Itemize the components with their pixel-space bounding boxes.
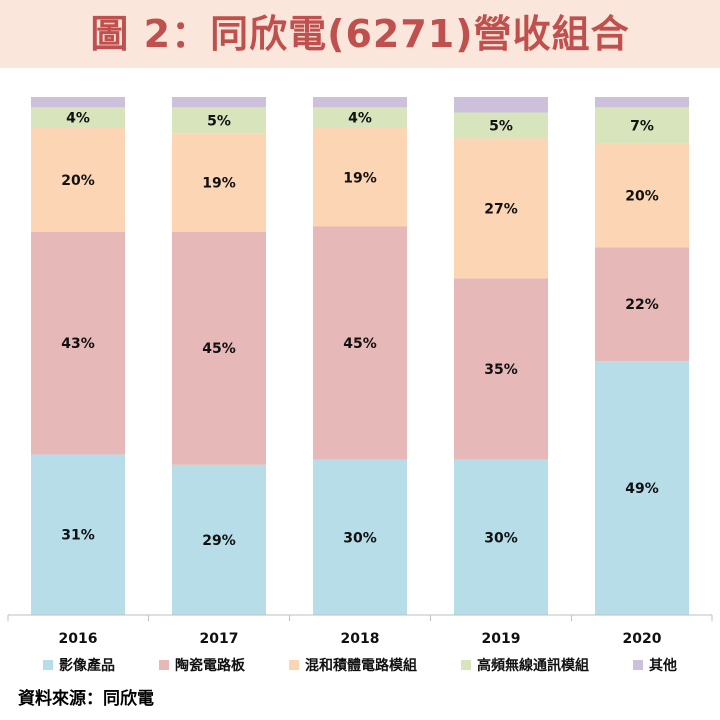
bar-segment [595,247,689,362]
data-label: 31% [61,528,95,544]
data-label: 19% [202,175,236,191]
bar-segment [172,107,266,134]
bar-segment [595,361,689,615]
legend-item: 其他 [633,654,677,676]
data-label: 35% [484,362,518,378]
data-label: 5% [489,118,513,134]
data-label: 49% [625,481,659,497]
bar-segment [313,459,407,615]
bar-segment [595,143,689,248]
bar-segment [454,278,548,460]
source-note: 資料來源：同欣電 [18,689,154,709]
bar-segment [31,97,125,108]
bar-segment [313,107,407,129]
data-label: 27% [484,201,518,217]
data-label: 45% [202,341,236,357]
x-tick-label: 2016 [59,631,98,647]
chart-title: 圖 2：同欣電(6271)營收組合 [90,12,630,56]
title-band [0,0,720,68]
legend-label: 影像產品 [59,658,115,674]
bar-segment [31,454,125,615]
data-label: 5% [207,113,231,129]
bar-segment [172,231,266,465]
bar-segment [31,231,125,455]
legend-swatch [289,660,299,670]
legend-label: 高頻無線通訊模組 [477,658,589,674]
legend: 影像產品 陶瓷電路板 混和積體電路模組 高頻無線通訊模組 其他 [0,654,720,676]
data-label: 29% [202,533,236,549]
bar-segment [313,226,407,460]
bar-segment [454,112,548,139]
data-label: 43% [61,336,95,352]
data-label: 22% [625,297,659,313]
legend-item: 陶瓷電路板 [159,654,245,676]
data-label: 7% [630,118,654,134]
legend-item: 高頻無線通訊模組 [461,654,589,676]
legend-label: 其他 [649,658,677,674]
x-tick-label: 2020 [623,631,662,647]
bar-segment [172,133,266,232]
data-label: 30% [484,530,518,546]
legend-item: 影像產品 [43,654,115,676]
bar-segment [595,107,689,144]
legend-label: 混和積體電路模組 [305,658,417,674]
legend-swatch [43,660,53,670]
bar-segment [31,107,125,129]
legend-item: 混和積體電路模組 [289,654,417,676]
legend-swatch [461,660,471,670]
data-label: 4% [66,111,90,127]
bar-segment [454,97,548,113]
stacked-bar-chart: 31% 43% 20% 4% 2016 29% 45% 19% 5% 2017 30% 45% 19% 4… [7,97,713,647]
bar-segment [172,464,266,615]
bar-segment [454,459,548,615]
bar-segment [454,138,548,279]
data-label: 30% [343,530,377,546]
bar-segment [595,97,689,108]
legend-swatch [633,660,643,670]
data-label: 20% [625,188,659,204]
x-tick-label: 2017 [200,631,239,647]
x-tick-label: 2019 [482,631,521,647]
legend-swatch [159,660,169,670]
data-label: 20% [61,173,95,189]
data-label: 45% [343,336,377,352]
bar-segment [31,128,125,232]
bar-segment [172,97,266,108]
x-tick-label: 2018 [341,631,380,647]
data-label: 19% [343,170,377,186]
legend-label: 陶瓷電路板 [175,658,245,674]
bar-segment [313,128,407,227]
bar-segment [313,97,407,108]
data-label: 4% [348,111,372,127]
